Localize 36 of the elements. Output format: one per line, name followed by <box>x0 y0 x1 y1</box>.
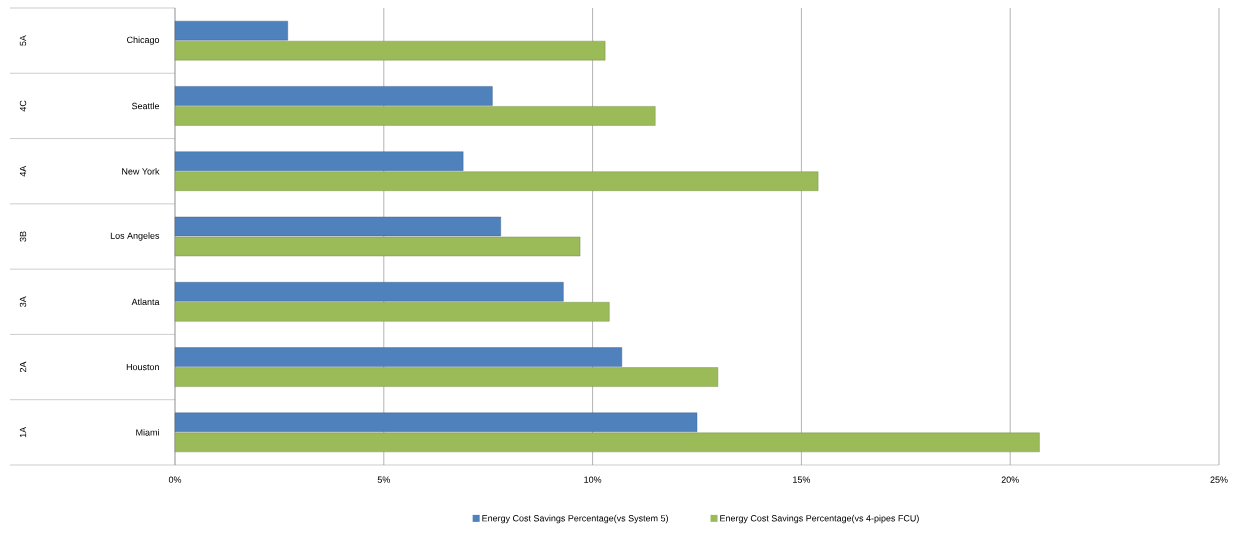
text: 5A <box>19 35 27 46</box>
x-tick-label: 25% <box>1210 476 1228 483</box>
bar <box>174 432 1040 453</box>
text: 4C <box>19 100 27 112</box>
text: 2A <box>19 361 27 373</box>
x-tick-label: 20% <box>1001 476 1019 483</box>
y-tick-label: Houston <box>126 363 159 371</box>
text: 3A <box>19 296 27 307</box>
bar <box>174 106 656 126</box>
legend-label: Energy Cost Savings Percentage(vs 4-pipes FCU) <box>720 514 919 524</box>
x-tick-label: 5% <box>377 476 390 483</box>
y-tick-label: Seattle <box>131 102 160 110</box>
bar <box>174 282 564 302</box>
bar <box>174 236 581 257</box>
bar <box>174 216 501 237</box>
x-tick-label: 0% <box>168 476 182 483</box>
y-tick-label: Miami <box>136 429 159 436</box>
bar <box>174 40 606 61</box>
text: 1A <box>19 426 27 438</box>
x-tick-label: 15% <box>793 476 811 483</box>
bar <box>174 302 610 322</box>
text: 4A <box>19 165 27 177</box>
legend-label: Energy Cost Savings Percentage(vs System 5) <box>482 514 668 524</box>
bar <box>174 151 464 171</box>
text: 3B <box>19 231 27 242</box>
y-tick-label: Los Angeles <box>110 232 160 241</box>
bar <box>174 86 493 106</box>
y-tick-label: Atlanta <box>131 298 160 306</box>
bar <box>174 171 819 191</box>
y-tick-label: New York <box>122 167 160 175</box>
bar <box>174 412 698 433</box>
bar <box>174 20 288 41</box>
bar <box>174 367 719 387</box>
bar <box>174 347 623 367</box>
y-tick-label: Chicago <box>127 36 160 45</box>
x-tick-label: 10% <box>584 476 602 483</box>
